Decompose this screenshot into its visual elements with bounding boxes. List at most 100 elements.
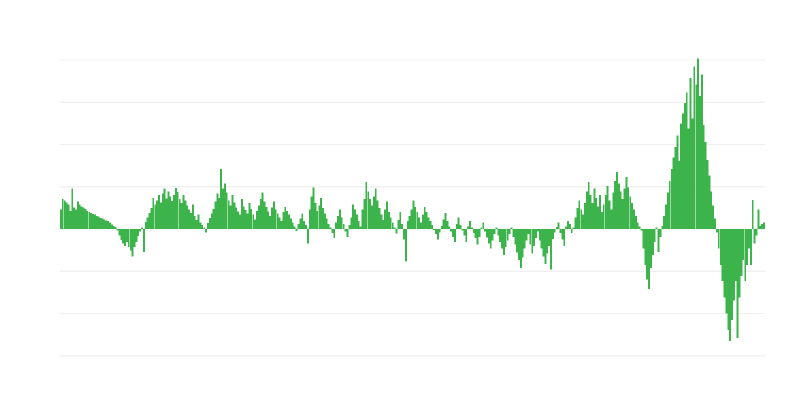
bar xyxy=(595,197,598,229)
bar xyxy=(482,222,485,229)
bar xyxy=(214,201,217,229)
bar xyxy=(574,217,577,229)
bar xyxy=(437,229,439,240)
bar xyxy=(489,229,492,249)
bar xyxy=(118,229,121,236)
bar xyxy=(634,216,637,229)
bar xyxy=(523,229,526,249)
bar xyxy=(706,160,709,229)
bar xyxy=(401,223,404,229)
bar xyxy=(186,205,189,229)
bar xyxy=(633,209,635,229)
bar xyxy=(474,229,477,239)
bar xyxy=(617,183,620,229)
bar xyxy=(210,213,213,229)
bar xyxy=(363,199,366,229)
bar xyxy=(612,192,615,229)
bar xyxy=(749,229,752,265)
bar xyxy=(114,227,117,229)
bar xyxy=(629,196,632,229)
bar xyxy=(323,213,326,229)
bar xyxy=(734,229,737,281)
bar xyxy=(501,229,503,249)
bar xyxy=(208,217,211,229)
bar xyxy=(386,201,388,229)
bar xyxy=(397,219,400,229)
bar xyxy=(344,229,347,232)
bar xyxy=(712,205,715,229)
bar xyxy=(142,229,145,252)
bar xyxy=(242,206,245,229)
bar xyxy=(721,229,724,281)
bar xyxy=(357,221,360,229)
bar xyxy=(661,225,664,229)
bar xyxy=(421,214,424,229)
bar xyxy=(340,217,343,229)
bar xyxy=(212,208,215,229)
bar xyxy=(391,222,394,229)
bar xyxy=(297,223,300,229)
bar xyxy=(542,229,545,257)
bar xyxy=(61,199,64,229)
bar xyxy=(263,201,266,229)
bar xyxy=(463,229,466,236)
bar xyxy=(452,229,454,237)
bar xyxy=(548,229,551,246)
bar xyxy=(257,205,260,229)
bar xyxy=(173,195,175,229)
bar xyxy=(568,223,571,229)
bar xyxy=(504,229,507,248)
bar xyxy=(478,229,481,237)
bar xyxy=(233,202,236,229)
bar xyxy=(331,229,334,233)
bar xyxy=(93,214,96,229)
bar xyxy=(651,229,654,255)
bar xyxy=(278,217,281,229)
bar xyxy=(280,221,283,229)
bar xyxy=(220,169,223,229)
bar xyxy=(361,209,364,229)
bar xyxy=(663,216,666,229)
bar xyxy=(687,128,690,229)
bar xyxy=(435,229,437,235)
bar xyxy=(731,229,733,320)
bar-group xyxy=(60,58,765,341)
bar xyxy=(602,204,605,229)
bar xyxy=(316,210,319,229)
bar xyxy=(367,191,370,229)
bar xyxy=(438,229,441,233)
bar xyxy=(678,160,681,229)
bar xyxy=(672,157,675,229)
bar xyxy=(650,229,652,268)
bar xyxy=(418,217,421,229)
bar xyxy=(480,227,483,229)
bar xyxy=(369,199,371,229)
bar xyxy=(256,210,258,229)
bar xyxy=(158,195,160,229)
bar xyxy=(666,192,669,229)
bar xyxy=(355,214,358,229)
bar xyxy=(457,217,460,229)
bar xyxy=(570,229,573,233)
bar xyxy=(550,229,552,270)
bar xyxy=(425,212,428,229)
bar xyxy=(442,219,445,229)
bar xyxy=(487,229,490,244)
bar xyxy=(665,204,667,229)
bar xyxy=(559,229,562,233)
bar xyxy=(284,206,287,229)
bar xyxy=(199,222,202,229)
bar xyxy=(714,218,716,229)
bar xyxy=(244,210,247,229)
bar xyxy=(563,229,566,246)
bar xyxy=(248,203,251,229)
bar xyxy=(63,200,66,229)
bar xyxy=(69,210,72,229)
bar xyxy=(446,221,449,229)
bar xyxy=(310,196,313,229)
bar xyxy=(423,206,426,229)
bar xyxy=(680,123,683,229)
bar xyxy=(122,229,125,244)
bar xyxy=(625,177,628,229)
bar xyxy=(293,226,296,229)
